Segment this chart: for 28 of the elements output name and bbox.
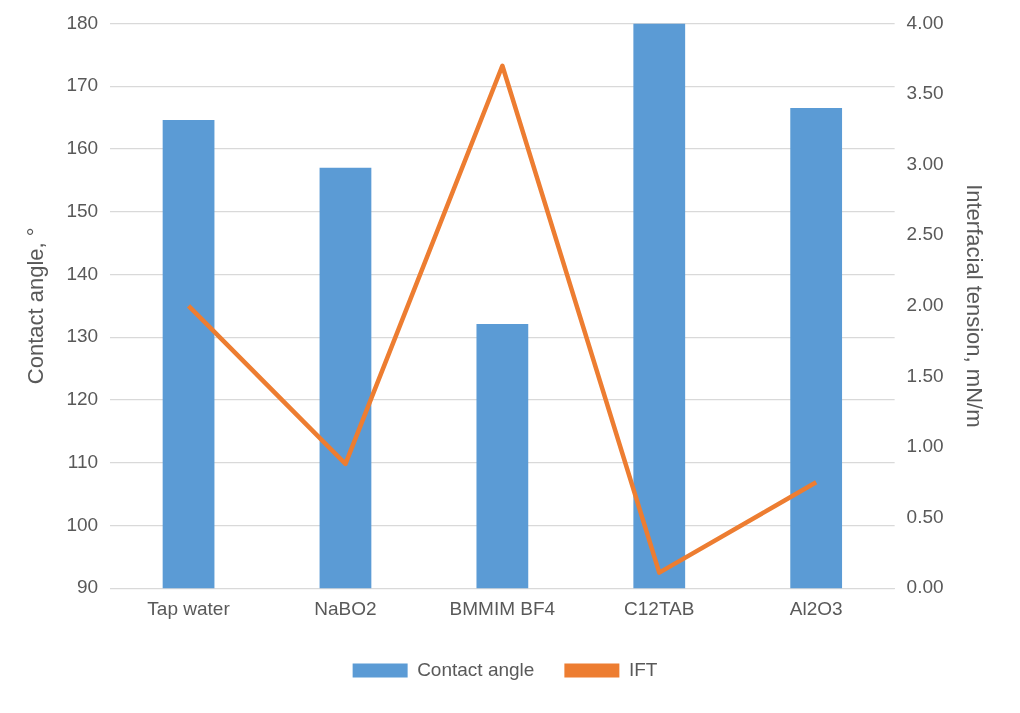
y2-tick-label: 1.00 [906, 435, 944, 457]
y-tick-label: 140 [66, 262, 99, 284]
x-tick-label: BMMIM BF4 [449, 597, 556, 619]
x-tick-label: Al2O3 [789, 597, 843, 619]
y-tick-label: 110 [67, 450, 99, 472]
y-tick-label: 150 [66, 199, 99, 221]
y2-tick-label: 3.50 [906, 82, 944, 104]
x-tick-label: Tap water [147, 597, 231, 619]
y2-tick-label: 3.00 [906, 152, 944, 174]
y-tick-label: 90 [76, 576, 99, 598]
y2-tick-label: 2.50 [906, 223, 944, 245]
y2-tick-label: 0.50 [906, 505, 944, 527]
y2-tick-label: 1.50 [906, 364, 944, 386]
y-axis-title: Contact angle, ° [23, 227, 49, 385]
y-tick-label: 180 [66, 11, 99, 33]
y2-axis-title: Interfacial tension, mN/m [961, 184, 987, 428]
y2-tick-label: 2.00 [906, 294, 944, 316]
y-tick-label: 130 [66, 325, 99, 347]
y-tick-label: 120 [66, 388, 99, 410]
y-tick-label: 100 [66, 513, 99, 535]
y2-tick-label: 4.00 [906, 11, 944, 33]
y-tick-label: 170 [66, 74, 99, 96]
legend-label: Contact angle [417, 658, 535, 680]
x-tick-label: NaBO2 [314, 597, 377, 619]
y-tick-label: 160 [66, 137, 99, 159]
x-tick-label: C12TAB [624, 597, 695, 619]
legend-label: IFT [628, 658, 658, 680]
y2-tick-label: 0.00 [906, 576, 944, 598]
